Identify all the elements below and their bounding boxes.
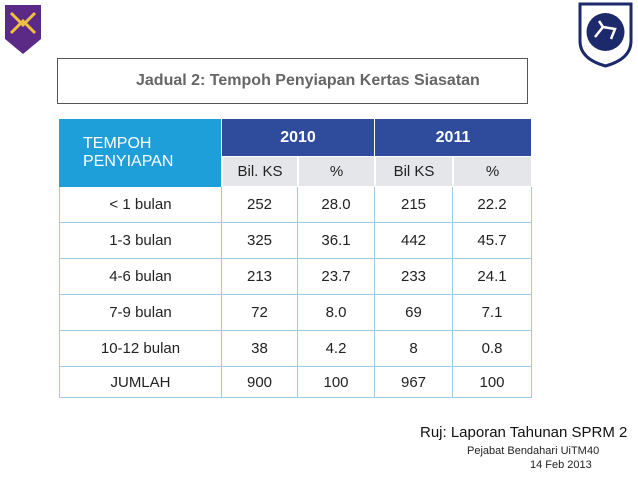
row-label: 1-3 bulan	[59, 223, 222, 259]
row-label: 7-9 bulan	[59, 295, 222, 331]
table-cell: 24.1	[453, 259, 532, 295]
table-title: Jadual 2: Tempoh Penyiapan Kertas Siasat…	[136, 72, 480, 89]
table-cell: 36.1	[298, 223, 375, 259]
table-cell: 967	[375, 367, 453, 398]
table-cell: 100	[298, 367, 375, 398]
office: Pejabat Bendahari UiTM	[467, 445, 587, 457]
title-box: Jadual 2: Tempoh Penyiapan Kertas Siasat…	[57, 58, 528, 104]
table-cell: 0.8	[453, 331, 532, 367]
table-cell: 28.0	[298, 187, 375, 223]
table-cell: 7.1	[453, 295, 532, 331]
header-first: TEMPOH PENYIAPAN	[59, 119, 222, 187]
sub-header: %	[298, 156, 375, 187]
row-label: 4-6 bulan	[59, 259, 222, 295]
table-cell: 252	[222, 187, 298, 223]
date: 14 Feb 2013	[530, 459, 592, 471]
table-cell: 233	[375, 259, 453, 295]
row-label: JUMLAH	[59, 367, 222, 398]
table-cell: 4.2	[298, 331, 375, 367]
table-cell: 69	[375, 295, 453, 331]
sub-header: Bil. KS	[222, 156, 298, 187]
row-label: 10-12 bulan	[59, 331, 222, 367]
table-cell: 900	[222, 367, 298, 398]
table-cell: 8.0	[298, 295, 375, 331]
table-cell: 45.7	[453, 223, 532, 259]
row-label: < 1 bulan	[59, 187, 222, 223]
table-cell: 72	[222, 295, 298, 331]
reference: Ruj: Laporan Tahunan SPRM 2	[420, 424, 628, 441]
table-cell: 22.2	[453, 187, 532, 223]
table-cell: 215	[375, 187, 453, 223]
table-cell: 325	[222, 223, 298, 259]
table-cell: 442	[375, 223, 453, 259]
year-header: 2011	[375, 119, 532, 156]
sub-header: %	[453, 156, 532, 187]
year-header: 2010	[222, 119, 375, 156]
table-cell: 23.7	[298, 259, 375, 295]
table-cell: 213	[222, 259, 298, 295]
table-cell: 38	[222, 331, 298, 367]
sub-header: Bil KS	[375, 156, 453, 187]
table-cell: 100	[453, 367, 532, 398]
table-cell: 8	[375, 331, 453, 367]
uitm-logo	[5, 5, 41, 54]
page-number: 40	[587, 445, 600, 457]
institution-logo	[578, 2, 633, 68]
